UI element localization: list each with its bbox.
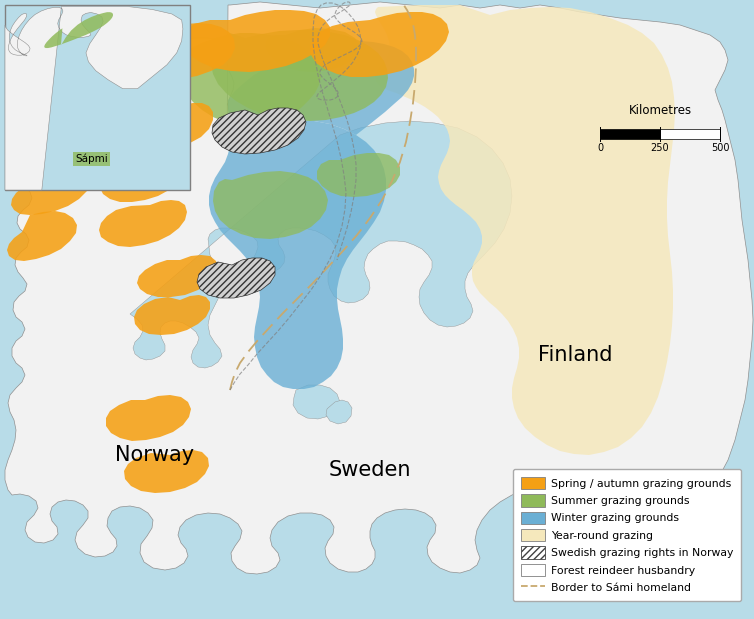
Bar [5, 5, 190, 190]
Polygon shape [5, 2, 753, 574]
Polygon shape [21, 115, 114, 169]
Polygon shape [375, 5, 675, 455]
Polygon shape [293, 385, 340, 419]
Polygon shape [310, 12, 449, 77]
Polygon shape [130, 103, 213, 149]
Polygon shape [5, 6, 183, 190]
Polygon shape [211, 30, 388, 121]
Legend: Spring / autumn grazing grounds, Summer grazing grounds, Winter grazing grounds,: Spring / autumn grazing grounds, Summer … [513, 469, 741, 601]
Polygon shape [209, 120, 386, 389]
Text: 500: 500 [711, 143, 729, 153]
Polygon shape [11, 164, 92, 215]
Text: 0: 0 [597, 143, 603, 153]
Polygon shape [106, 395, 191, 441]
Text: 250: 250 [651, 143, 670, 153]
Polygon shape [317, 153, 400, 197]
Polygon shape [212, 108, 306, 154]
Polygon shape [134, 295, 210, 335]
Text: Norway: Norway [115, 445, 195, 465]
Polygon shape [178, 33, 321, 126]
Polygon shape [130, 121, 512, 368]
Polygon shape [213, 171, 328, 239]
Polygon shape [57, 66, 163, 122]
Polygon shape [265, 28, 360, 72]
Text: Kilometres: Kilometres [628, 104, 691, 117]
Polygon shape [197, 258, 275, 298]
Polygon shape [124, 450, 209, 493]
Polygon shape [100, 155, 184, 202]
Text: Finland: Finland [538, 345, 612, 365]
Bar [660, 129, 720, 139]
Polygon shape [326, 400, 352, 424]
Polygon shape [99, 200, 187, 247]
Polygon shape [44, 12, 113, 48]
Polygon shape [7, 211, 77, 261]
Polygon shape [228, 41, 414, 135]
Text: Sápmi: Sápmi [75, 154, 108, 164]
Polygon shape [137, 255, 218, 297]
Bar [600, 129, 660, 139]
Text: Sweden: Sweden [329, 460, 411, 480]
Polygon shape [128, 23, 235, 80]
Polygon shape [183, 10, 330, 72]
